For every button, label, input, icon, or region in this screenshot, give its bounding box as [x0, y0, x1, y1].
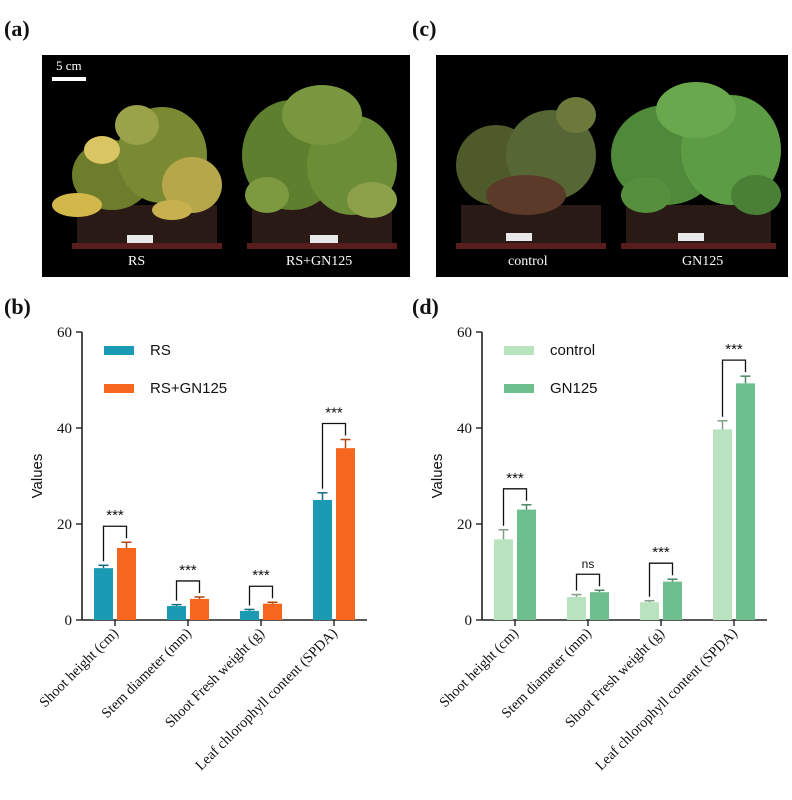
chart-b-legend-swatch	[104, 384, 134, 393]
chart-d-significance-label: ***	[506, 470, 524, 487]
chart-d-bar-control	[567, 596, 586, 620]
chart-d-bar-gn125	[663, 581, 682, 620]
chart-b-y-axis-label: Values	[29, 454, 46, 499]
chart-d-y-axis-label: Values	[429, 454, 446, 499]
chart-d-bar-gn125	[517, 509, 536, 620]
chart-b-bar-rs	[313, 500, 332, 620]
chart-d-significance-label: ***	[652, 544, 670, 561]
chart-b-significance-label: ***	[325, 405, 343, 422]
chart-d-significance-label: ns	[582, 557, 595, 571]
chart-d-y-tick-label: 0	[465, 613, 473, 629]
chart-d-bar-control	[713, 429, 732, 620]
chart-b-bar-rs-gn125	[336, 448, 355, 620]
chart-b-y-tick-label: 60	[57, 325, 72, 341]
chart-b-significance-label: ***	[252, 567, 270, 584]
chart-b-significance-bracket	[321, 422, 347, 489]
chart-b-y-tick-label: 20	[57, 517, 72, 533]
chart-d-bar-control	[494, 539, 513, 620]
photo-a-right-caption: RS+GN125	[286, 254, 353, 269]
chart-b-significance-bracket	[175, 580, 201, 601]
photo-c: control GN125	[436, 55, 788, 277]
chart-b-significance-bracket	[248, 585, 274, 606]
chart-d-bar-gn125	[590, 592, 609, 620]
photo-a-left-caption: RS	[128, 254, 146, 269]
chart-d-y-tick-label: 20	[457, 517, 472, 533]
panel-label-c: (c)	[412, 16, 437, 41]
chart-d-significance-bracket	[502, 488, 528, 526]
chart-d-bar-gn125	[736, 383, 755, 620]
chart-b-significance-label: ***	[179, 562, 197, 579]
photo-a-plants-image	[42, 55, 410, 277]
chart-b-significance-label: ***	[106, 507, 124, 524]
chart-d-y-tick-label: 40	[457, 421, 472, 437]
chart-b-legend-label: RS	[150, 342, 171, 359]
chart-d-bar-control	[640, 602, 659, 620]
chart-d-legend-swatch	[504, 384, 534, 393]
chart-b-x-tick-label: Leaf chlorophyll content (SPDA)	[193, 625, 341, 773]
photo-c-right-caption: GN125	[682, 254, 724, 269]
chart-b-significance-bracket	[102, 525, 128, 562]
panel-label-b: (b)	[4, 294, 31, 319]
photo-c-plants-image	[436, 55, 788, 277]
chart-b-bar-rs	[240, 610, 259, 620]
chart-d-significance-bracket	[575, 573, 601, 591]
chart-d-legend-label: GN125	[550, 380, 598, 397]
chart-b-y-tick-label: 40	[57, 421, 72, 437]
chart-b-bar-rs-gn125	[263, 603, 282, 620]
scale-bar	[52, 77, 86, 81]
chart-d-x-tick-label: Leaf chlorophyll content (SPDA)	[593, 625, 741, 773]
chart-d-legend-swatch	[504, 346, 534, 355]
panel-label-a: (a)	[4, 16, 30, 41]
chart-b-x-tick-label: Shoot height (cm)	[36, 625, 121, 710]
chart-d-significance-bracket	[721, 359, 747, 417]
chart-b-bar-rs	[94, 568, 113, 620]
panel-label-d: (d)	[412, 294, 439, 319]
scale-bar-label: 5 cm	[56, 58, 82, 73]
chart-b-legend-swatch	[104, 346, 134, 355]
chart-b-bar-rs-gn125	[190, 598, 209, 620]
chart-b-bar-rs-gn125	[117, 548, 136, 620]
chart-b-y-tick-label: 0	[65, 613, 73, 629]
chart-b-bar-rs	[167, 606, 186, 620]
chart-d-significance-bracket	[648, 562, 674, 597]
chart-d-x-tick-label: Shoot height (cm)	[436, 625, 521, 710]
photo-c-left-caption: control	[508, 254, 548, 269]
chart-d-legend-label: control	[550, 342, 595, 359]
chart-b-legend-label: RS+GN125	[150, 380, 227, 397]
chart-d-significance-label: ***	[725, 341, 743, 358]
chart-d-y-tick-label: 60	[457, 325, 472, 341]
photo-a: 5 cm RS RS+GN125	[42, 55, 410, 277]
